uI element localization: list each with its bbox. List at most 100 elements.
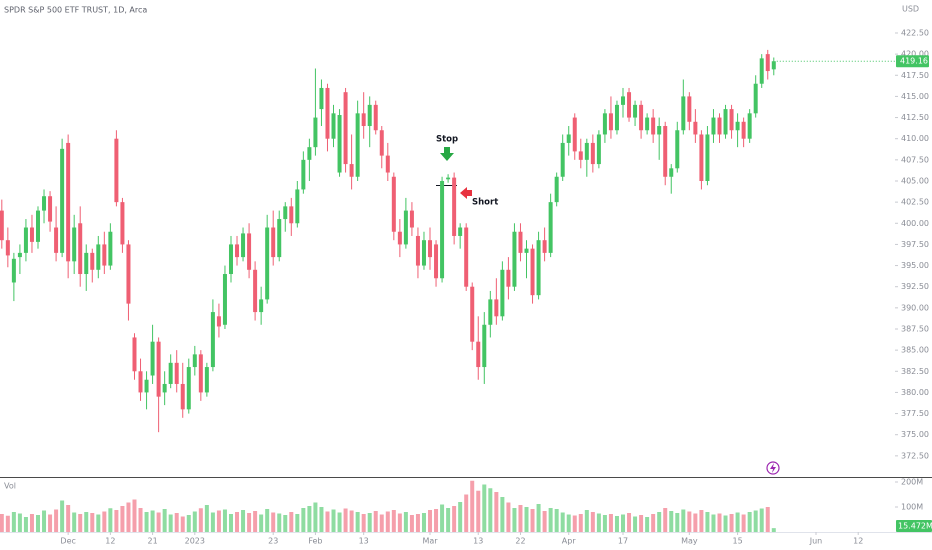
y-tick-label: 372.50 [901,451,929,460]
volume-bar [180,516,185,532]
candle-body [723,109,728,135]
candle-body [29,227,34,242]
x-tick-label: 21 [147,537,157,546]
candle-body [530,248,535,296]
short-annotation: Short [472,198,498,208]
volume-bar [48,514,53,532]
candle-body [771,61,776,70]
volume-bar [584,510,589,532]
candle-body [307,147,312,160]
candle-body [403,210,408,245]
candle-body [669,168,674,177]
y-tick-label: 377.50 [901,409,929,418]
candle-body [536,240,541,296]
candle-body [72,227,77,262]
candle-body [524,248,529,253]
candle-body [590,142,595,165]
candle-body [235,244,240,258]
currency-label: USD [902,5,919,14]
candle-body [102,244,107,266]
lightning-icon [766,461,780,475]
x-tick-label: 15 [732,537,742,546]
volume-bar [614,516,619,532]
volume-bar [717,513,722,532]
volume-bar [512,508,517,532]
y-tick-label: 412.50 [901,113,929,122]
y-tick-label: 385.00 [901,346,929,355]
volume-bar [759,508,764,532]
volume-bar [747,512,752,532]
volume-bar [156,512,161,532]
candle-body [639,104,644,131]
volume-bar [705,512,710,532]
stop-annotation: Stop [436,135,458,145]
volume-bar [102,511,107,532]
candle-body [168,362,173,384]
x-tick-label: 13 [359,537,369,546]
volume-bar [464,494,469,532]
candle-body [180,383,185,410]
candle-body [675,130,680,169]
candle-body [313,117,318,148]
volume-bar [391,510,396,532]
volume-bar [72,512,77,532]
volume-bar [108,508,113,532]
volume-bar [295,514,300,532]
volume-bar [120,506,125,532]
candle-body [192,354,197,368]
candle-body [204,367,209,393]
candle-body [222,274,227,325]
candle-body [17,252,22,258]
candle-body [66,142,71,262]
volume-bar [663,508,668,532]
candle-body [295,189,300,224]
volume-bar [307,506,312,532]
y-tick-label: 400.00 [901,219,929,228]
volume-bar [235,512,240,532]
volume-tick-label: 200M [901,478,923,487]
candle-body [289,206,294,224]
volume-bar [283,515,288,532]
volume-bar [29,514,34,532]
volume-bar [657,512,662,532]
volume-bar [84,512,89,532]
x-tick-label: Mar [422,537,438,546]
volume-bar [494,492,499,532]
candle-body [729,109,734,131]
volume-bar [669,511,674,532]
volume-bar [361,514,366,532]
candle-body [48,196,53,222]
candle-body [265,227,270,300]
candle-body [627,92,632,118]
x-tick-label: 23 [268,537,278,546]
candle-body [259,299,264,313]
candle-body [428,240,433,258]
last-volume-label: 15.472M [898,522,932,531]
volume-bar [651,514,656,532]
candle-body [343,92,348,165]
candle-body [681,96,686,131]
candle-body [687,96,692,122]
volume-label: Vol [4,482,16,491]
volume-bar [126,502,131,532]
volume-bar [566,514,571,532]
volume-bar [596,513,601,532]
volume-bar [633,516,638,532]
volume-bar [415,514,420,532]
volume-bar [132,499,137,532]
volume-bar [421,513,426,532]
candle-body [446,177,451,180]
candle-body [247,233,252,270]
y-tick-label: 375.00 [901,430,929,439]
volume-bar [578,514,583,532]
volume-bar [228,514,233,532]
volume-bar [542,511,547,532]
volume-bar [216,510,221,532]
y-tick-label: 392.50 [901,282,929,291]
volume-bar [524,507,529,532]
volume-bar [11,512,16,532]
volume-bar [681,509,686,532]
volume-bar [687,511,692,532]
x-tick-label: Feb [308,537,322,546]
candle-body [367,104,372,127]
